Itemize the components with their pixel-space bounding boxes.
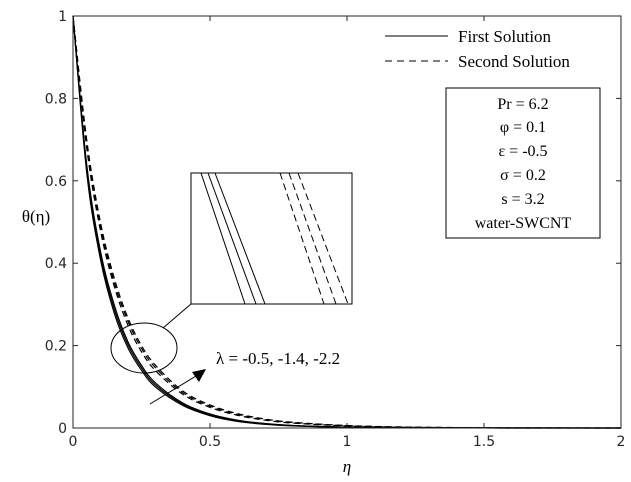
- x-tick-label: 0: [69, 434, 78, 450]
- y-axis-label: θ(η): [22, 207, 50, 226]
- inset-solid-line: [214, 172, 266, 305]
- x-axis-label: η: [343, 457, 351, 476]
- param-sigma: σ = 0.2: [500, 167, 546, 184]
- y-tick-label: 0.8: [45, 91, 67, 107]
- y-tick-label: 0.4: [45, 256, 67, 272]
- y-tick-label: 0.6: [45, 174, 67, 190]
- lambda-annotation: λ = -0.5, -1.4, -2.2: [216, 349, 340, 368]
- zoom-connector: [162, 303, 192, 329]
- x-tick-label: 2: [617, 434, 626, 450]
- y-tick-label: 1: [58, 9, 67, 25]
- x-tick-label: 0.5: [199, 434, 221, 450]
- parameter-box: Pr = 6.2 φ = 0.1 ε = -0.5 σ = 0.2 s = 3.…: [445, 87, 601, 239]
- x-tick-label: 1.5: [473, 434, 495, 450]
- second-solution-curve-5: [72, 15, 622, 429]
- legend-label-second: Second Solution: [458, 52, 570, 71]
- param-pr: Pr = 6.2: [497, 96, 548, 113]
- x-tick-label: 1: [343, 434, 352, 450]
- zoom-ellipse: [110, 322, 178, 374]
- inset-solid-line: [207, 172, 257, 305]
- inset-dashed-line: [279, 172, 325, 305]
- legend: First Solution Second Solution: [385, 27, 570, 71]
- lambda-arrow: [149, 369, 206, 405]
- param-s: s = 3.2: [501, 191, 544, 208]
- param-fluid: water-SWCNT: [475, 215, 572, 232]
- inset-dashed-line: [288, 172, 337, 305]
- second-solution-curve-4: [72, 15, 622, 429]
- legend-label-first: First Solution: [458, 27, 552, 46]
- tick-layer: 0 0.5 1 1.5 2 0 0.2 0.4 0.6 0.8 1: [45, 9, 626, 450]
- arrow-head: [192, 369, 206, 382]
- y-tick-label: 0.2: [45, 339, 67, 355]
- inset-frame: [190, 172, 353, 305]
- inset-solid-line: [200, 172, 246, 305]
- inset-dashed-line: [297, 172, 349, 305]
- zoom-inset: [190, 172, 353, 305]
- param-epsilon: ε = -0.5: [498, 143, 547, 160]
- y-tick-label: 0: [58, 421, 67, 437]
- param-phi: φ = 0.1: [500, 119, 546, 136]
- second-solution-curve-3: [72, 15, 622, 429]
- arrow-shaft: [149, 375, 197, 405]
- parameter-box-frame: [445, 87, 601, 239]
